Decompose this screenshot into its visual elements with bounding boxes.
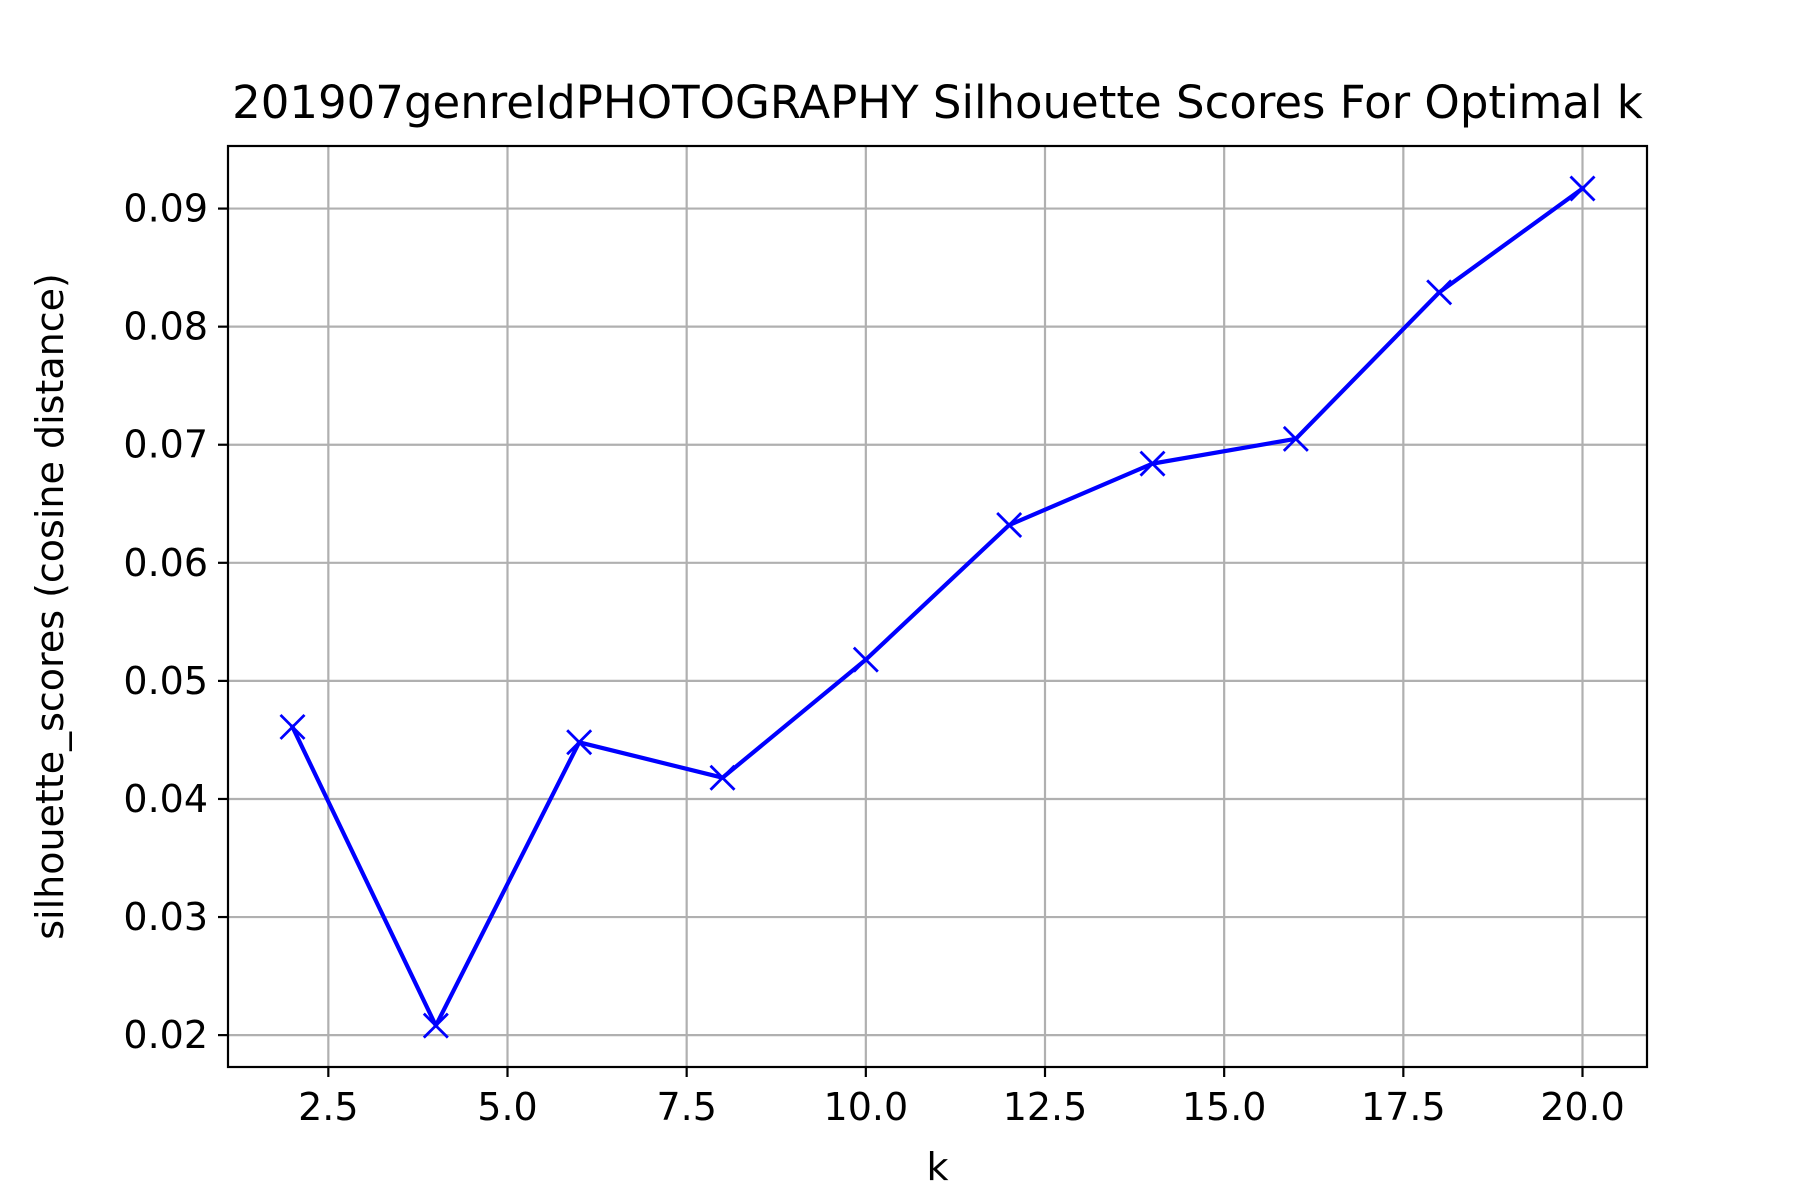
x-tick-label: 10.0 [824,1085,909,1129]
x-tick-label: 20.0 [1540,1085,1625,1129]
y-tick-label: 0.04 [123,777,208,821]
y-tick-label: 0.05 [123,659,208,703]
data-point-marker [1569,175,1596,202]
data-point-marker [566,729,593,756]
y-tick-label: 0.03 [123,895,208,939]
x-tick-label: 2.5 [298,1085,358,1129]
series-layer [279,175,1596,1039]
plot-area-frame [226,144,1649,1069]
data-point-marker [852,646,879,673]
y-tick-label: 0.09 [123,187,208,231]
y-tick-label: 0.02 [123,1013,208,1057]
series-line [289,185,1586,1028]
y-tick-label: 0.06 [123,541,208,585]
x-tick-label: 15.0 [1182,1085,1267,1129]
data-point-marker [422,1012,449,1039]
data-point-marker [1139,450,1166,477]
x-tick-label: 17.5 [1361,1085,1446,1129]
data-point-marker [996,512,1023,539]
x-tick-label: 5.0 [477,1085,537,1129]
tick-layer: 2.5 5.0 7.5 10.0 12.5 15.0 17.5 20.0 0.02 0.03 0.0… [123,187,1624,1129]
x-tick-label: 7.5 [656,1085,716,1129]
y-axis-label: silhouette_scores (cosine distance) [28,273,72,940]
chart-title: 201907genreIdPHOTOGRAPHY Silhouette Scor… [232,76,1643,129]
x-axis-label: k [926,1145,948,1189]
data-point-marker [709,764,736,791]
data-point-marker [1282,425,1309,452]
x-tick-label: 12.5 [1003,1085,1088,1129]
data-point-marker [279,713,306,740]
y-tick-label: 0.08 [123,305,208,349]
grid-layer [228,146,1647,1067]
y-tick-label: 0.07 [123,423,208,467]
data-point-marker [1426,279,1453,306]
